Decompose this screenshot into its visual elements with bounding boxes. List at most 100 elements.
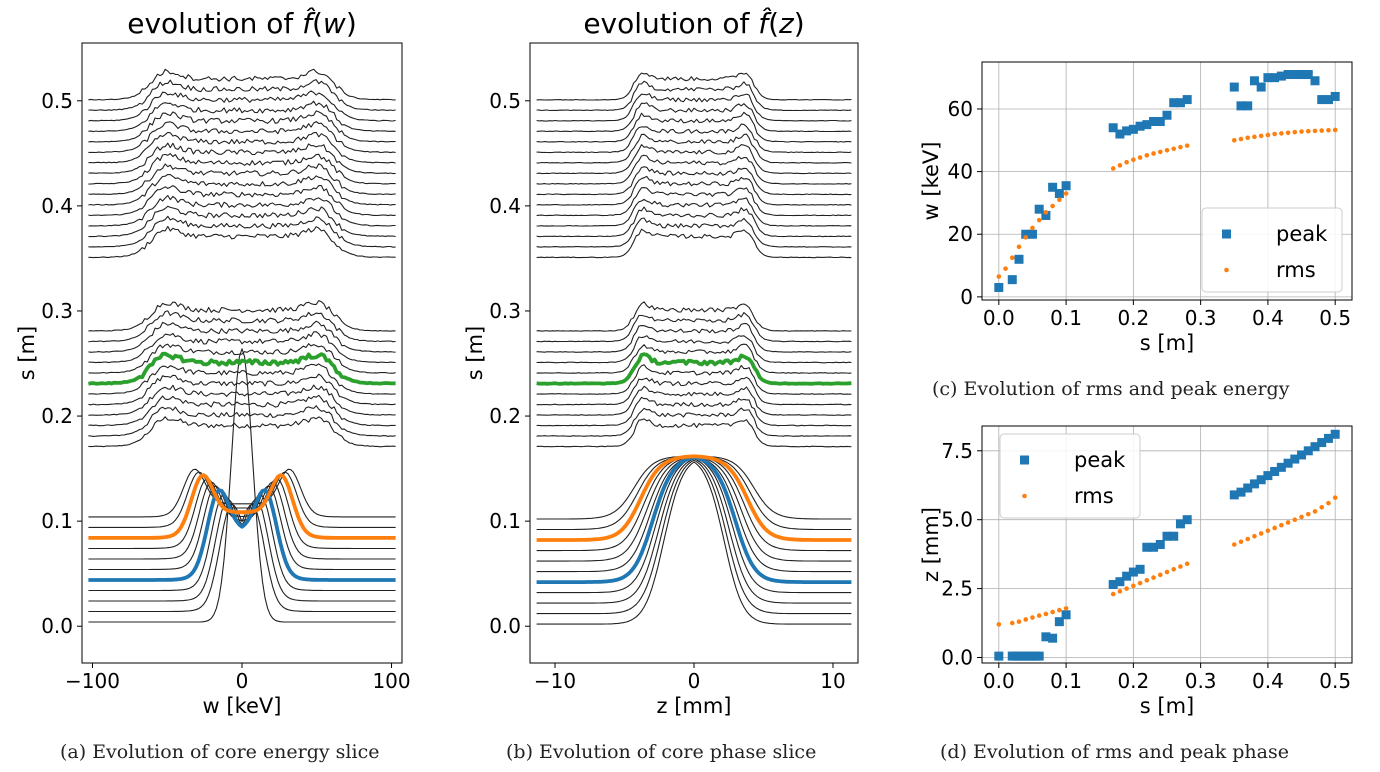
- point-peak: [1048, 182, 1058, 192]
- legend-d: [999, 433, 1141, 519]
- point-peak: [1283, 458, 1293, 468]
- x-tick-label-c: 0.2: [1117, 306, 1149, 330]
- point-rms: [1258, 531, 1264, 536]
- ridge-line: [88, 79, 396, 112]
- ridge-line: [536, 206, 852, 238]
- point-peak: [1041, 632, 1051, 642]
- point-rms: [1178, 564, 1183, 569]
- point-rms: [1171, 146, 1177, 152]
- point-peak: [1310, 76, 1320, 86]
- ridge-line: [536, 352, 852, 386]
- x-tick-label-c: 0.4: [1252, 306, 1284, 330]
- ridge-line: [88, 163, 396, 196]
- point-peak: [1182, 515, 1192, 525]
- x-tick-label-d: 0.0: [983, 669, 1015, 693]
- chart-title-a: evolution of f̂(w): [127, 7, 357, 40]
- x-axis-label-c: s [m]: [1140, 331, 1194, 355]
- point-peak: [994, 651, 1004, 661]
- ridge-line: [88, 215, 396, 248]
- y-tick-label-a: 0.1: [41, 509, 73, 533]
- point-peak: [1310, 442, 1320, 452]
- x-tick-label-d: 0.3: [1185, 669, 1217, 693]
- point-rms: [1312, 509, 1318, 514]
- point-rms: [1326, 127, 1331, 133]
- y-tick-label-c: 20: [948, 222, 973, 246]
- caption-d: (d) Evolution of rms and peak phase: [940, 741, 1289, 763]
- point-peak: [1297, 70, 1307, 80]
- ridge-line: [88, 68, 396, 101]
- point-rms: [1285, 520, 1291, 525]
- point-peak: [1263, 471, 1273, 481]
- point-peak: [1128, 124, 1138, 134]
- y-axis-label-a: s [m]: [15, 326, 39, 380]
- point-peak: [1182, 95, 1192, 105]
- x-tick-label-a: 100: [372, 669, 410, 693]
- ridge-line: [88, 384, 396, 416]
- point-rms: [1117, 163, 1123, 168]
- ridge-line: [88, 478, 396, 550]
- y-tick-label-d: 5.0: [941, 508, 973, 532]
- ridge-line: [88, 153, 396, 185]
- point-rms: [1117, 589, 1123, 594]
- point-rms: [1279, 131, 1284, 136]
- point-peak: [1021, 229, 1031, 239]
- y-tick-label-c: 60: [948, 97, 973, 121]
- point-peak: [1276, 71, 1286, 81]
- point-peak: [1317, 438, 1327, 448]
- point-peak: [1007, 275, 1017, 285]
- x-tick-label-b: 0: [688, 669, 701, 693]
- point-peak: [1175, 519, 1185, 529]
- ridge-line: [536, 197, 852, 227]
- ridge-line: [536, 72, 852, 101]
- ridge-line: [88, 100, 396, 133]
- point-rms: [1265, 132, 1271, 138]
- ridge-line: [88, 468, 396, 518]
- ridge-line: [536, 418, 852, 448]
- legend-label-rms: rms: [1074, 484, 1114, 508]
- point-peak: [1128, 567, 1138, 577]
- ridge-line: [536, 343, 852, 374]
- legend-c: [1201, 207, 1343, 293]
- ridge-line: [536, 364, 852, 395]
- x-axis-label-d: s [m]: [1140, 694, 1194, 718]
- x-tick-label-c: 0.1: [1050, 306, 1082, 330]
- point-rms: [1305, 511, 1311, 517]
- point-rms: [1292, 517, 1298, 522]
- point-peak: [1303, 70, 1313, 80]
- point-rms: [1124, 586, 1129, 591]
- y-tick-label-a: 0.2: [41, 404, 73, 428]
- point-peak: [1034, 204, 1044, 214]
- series-rms-d: [996, 495, 1338, 627]
- ridge-line: [88, 471, 396, 528]
- x-tick-label-a: −100: [65, 669, 120, 693]
- point-rms: [996, 622, 1002, 627]
- point-peak: [1330, 429, 1340, 439]
- point-rms: [1252, 533, 1257, 539]
- point-peak: [1249, 76, 1259, 86]
- y-tick-label-a: 0.5: [41, 89, 73, 113]
- series-rms-c: [996, 127, 1338, 279]
- y-tick-label-b: 0.1: [489, 509, 521, 533]
- point-peak: [1054, 617, 1064, 627]
- point-peak: [1155, 117, 1165, 126]
- ridge-line: [88, 493, 396, 592]
- point-rms: [1312, 128, 1318, 134]
- ridge-line: [536, 154, 852, 185]
- point-rms: [1245, 536, 1251, 542]
- ridge-line: [536, 80, 852, 112]
- point-peak: [1122, 571, 1132, 581]
- legend-label-peak: peak: [1276, 222, 1328, 246]
- x-tick-label-c: 0.3: [1185, 306, 1217, 330]
- point-rms: [1131, 583, 1136, 589]
- ridge-line: [88, 503, 396, 613]
- point-rms: [1157, 149, 1163, 155]
- x-tick-label-c: 0.5: [1319, 306, 1351, 330]
- y-tick-label-d: 7.5: [941, 439, 973, 463]
- ridge-line: [536, 455, 852, 584]
- point-rms: [1279, 522, 1284, 528]
- ridge-line: [88, 300, 396, 332]
- y-axis-label-c: w [keV]: [919, 142, 943, 221]
- point-rms: [1157, 572, 1163, 578]
- ridge-line: [88, 363, 396, 395]
- legend-box: [999, 433, 1141, 519]
